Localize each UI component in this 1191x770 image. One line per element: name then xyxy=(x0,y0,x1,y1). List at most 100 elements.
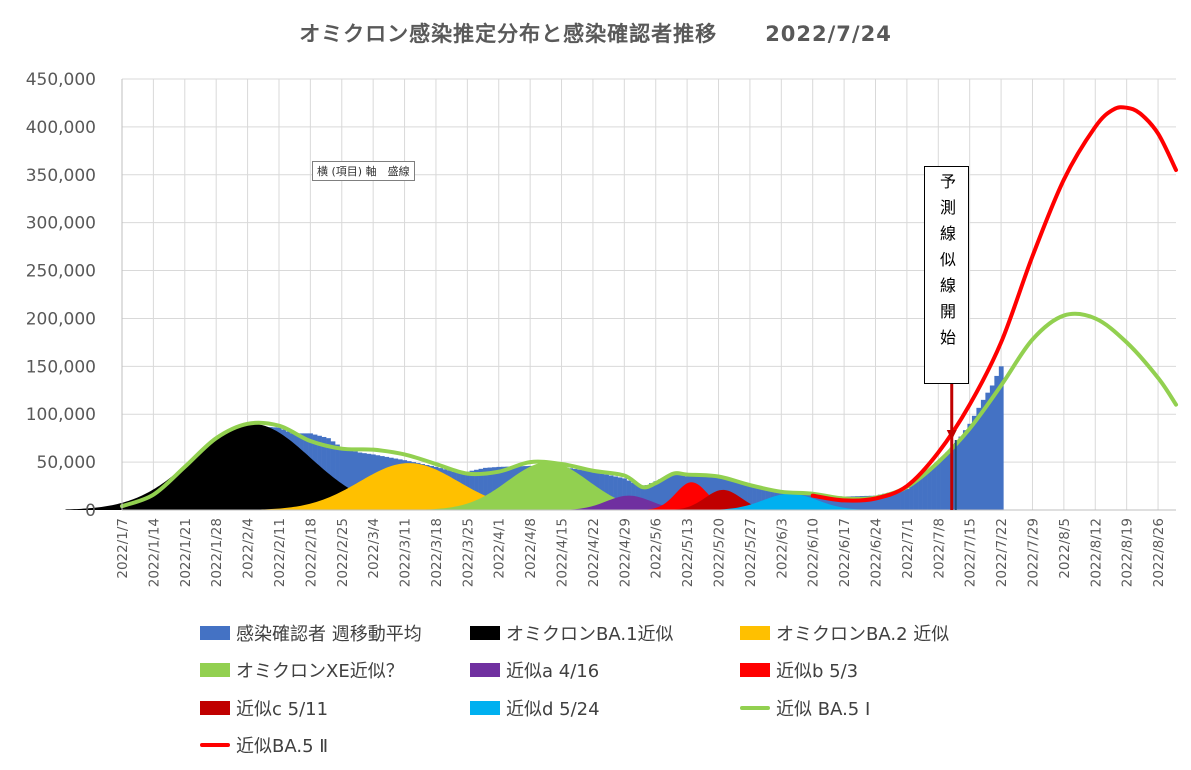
confirmed-bar xyxy=(873,495,879,510)
axis-tooltip: 横 (項目) 軸 盛線 xyxy=(312,161,415,181)
confirmed-bar xyxy=(828,495,834,510)
confirmed-bar xyxy=(339,447,345,510)
estimate-area xyxy=(704,493,877,510)
confirmed-bar xyxy=(891,491,896,510)
confirmed-bar xyxy=(945,452,950,510)
legend-swatch xyxy=(200,663,230,677)
confirmed-bar xyxy=(913,481,919,510)
confirmed-bar xyxy=(877,494,883,510)
x-tick-label: 2022/6/17 xyxy=(837,518,853,587)
confirmed-bar xyxy=(617,477,623,510)
x-tick-label: 2022/4/1 xyxy=(492,518,508,579)
confirmed-bar xyxy=(613,476,618,510)
y-tick-label: 50,000 xyxy=(37,453,96,473)
legend-item: 近似 BA.5 Ⅰ xyxy=(740,693,870,723)
confirmed-bar xyxy=(644,485,650,510)
confirmed-bar xyxy=(649,483,654,510)
legend-swatch xyxy=(200,743,230,747)
x-tick-label: 2022/4/29 xyxy=(617,518,633,587)
x-tick-label: 2022/8/5 xyxy=(1057,518,1073,579)
confirmed-bar xyxy=(976,407,982,510)
confirmed-bar xyxy=(837,496,843,510)
x-tick-label: 2022/5/20 xyxy=(712,518,728,587)
confirmed-bar xyxy=(662,477,668,510)
x-tick-label: 2022/6/3 xyxy=(774,518,790,579)
confirmed-bar xyxy=(962,430,968,510)
x-tick-label: 2022/6/24 xyxy=(868,518,884,587)
legend-item: 近似d 5/24 xyxy=(470,693,600,723)
x-tick-label: 2022/8/26 xyxy=(1151,518,1167,587)
confirmed-bar xyxy=(483,467,488,510)
legend-label: 近似 BA.5 Ⅰ xyxy=(776,699,871,720)
confirmed-bar xyxy=(357,452,363,510)
confirmed-bar xyxy=(352,451,358,510)
confirmed-bar xyxy=(998,366,1004,510)
legend-label: オミクロンXE近似？ xyxy=(236,661,404,682)
x-tick-label: 2022/5/6 xyxy=(649,518,665,579)
confirmed-bar xyxy=(846,496,852,510)
x-tick-label: 2022/3/4 xyxy=(366,518,382,579)
legend-item: 感染確認者 週移動平均 xyxy=(200,618,422,648)
x-tick-label: 2022/4/15 xyxy=(555,518,571,587)
x-tick-label: 2022/1/7 xyxy=(115,518,131,579)
x-tick-label: 2022/2/11 xyxy=(272,518,288,587)
confirmed-bar xyxy=(492,467,497,510)
legend-item: 近似BA.5 Ⅱ xyxy=(200,730,328,760)
y-tick-label: 0 xyxy=(85,501,96,521)
confirmed-bar xyxy=(859,496,865,510)
confirmed-bar xyxy=(868,495,874,510)
confirmed-bar xyxy=(931,465,937,510)
estimate-area xyxy=(418,462,678,510)
confirmed-bar xyxy=(823,495,829,510)
legend-item: 近似a 4/16 xyxy=(470,655,599,685)
x-tick-label: 2022/2/18 xyxy=(303,518,319,587)
legend-item: オミクロンXE近似？ xyxy=(200,655,404,685)
legend-item: 近似c 5/11 xyxy=(200,693,328,723)
legend-label: 感染確認者 週移動平均 xyxy=(236,624,422,645)
annotation-box: 予測線似線開始 xyxy=(924,166,969,384)
legend-item: オミクロンBA.2 近似 xyxy=(740,618,949,648)
y-tick-label: 350,000 xyxy=(26,166,96,186)
projection-lines xyxy=(120,105,1178,509)
x-tick-label: 2022/7/8 xyxy=(931,518,947,579)
legend-swatch xyxy=(740,626,770,640)
confirmed-bar xyxy=(895,490,901,510)
annotation-text: 予測線似線開始 xyxy=(937,173,956,355)
x-tick-label: 2022/8/12 xyxy=(1088,518,1104,587)
confirmed-bar xyxy=(922,473,928,510)
confirmed-bar xyxy=(882,493,888,510)
y-tick-label: 300,000 xyxy=(26,214,96,234)
confirmed-bar xyxy=(474,469,479,510)
x-tick-label: 2022/3/11 xyxy=(398,518,414,587)
confirmed-bar xyxy=(666,475,672,510)
confirmed-bar xyxy=(671,473,677,510)
axes xyxy=(121,79,1176,511)
confirmed-bar xyxy=(967,423,973,510)
annotation-arrowhead xyxy=(946,430,957,440)
legend-label: 近似b 5/3 xyxy=(776,661,859,682)
x-tick-label: 2022/1/21 xyxy=(178,518,194,587)
x-tick-label: 2022/2/4 xyxy=(241,518,257,579)
legend-label: 近似a 4/16 xyxy=(506,661,600,682)
confirmed-bar xyxy=(330,441,336,510)
confirmed-bar xyxy=(958,436,964,510)
x-tick-label: 2022/1/28 xyxy=(209,518,225,587)
legend-label: 近似c 5/11 xyxy=(236,699,329,720)
y-tick-label: 200,000 xyxy=(26,309,96,329)
confirmed-bar xyxy=(985,392,991,510)
confirmed-bar xyxy=(971,415,977,510)
confirmed-bar xyxy=(994,375,1000,510)
confirmed-bar xyxy=(918,477,923,510)
chart-title: オミクロン感染推定分布と感染確認者推移 2022/7/24 xyxy=(0,18,1191,48)
confirmed-bar xyxy=(904,488,910,510)
x-tick-label: 2022/1/14 xyxy=(146,518,162,587)
confirmed-bar xyxy=(909,485,914,510)
confirmed-bar xyxy=(855,496,861,510)
legend-swatch xyxy=(470,663,500,677)
plot-area: 0 50,000 100,000 150,000 200,000 250,000 300,0… xyxy=(26,70,1178,587)
x-tick-label: 2022/4/8 xyxy=(523,518,539,579)
x-tick-label: 2022/7/22 xyxy=(994,518,1010,587)
y-tick-label: 150,000 xyxy=(26,357,96,377)
x-tick-label: 2022/7/29 xyxy=(1025,518,1041,587)
confirmed-bar xyxy=(832,496,838,510)
